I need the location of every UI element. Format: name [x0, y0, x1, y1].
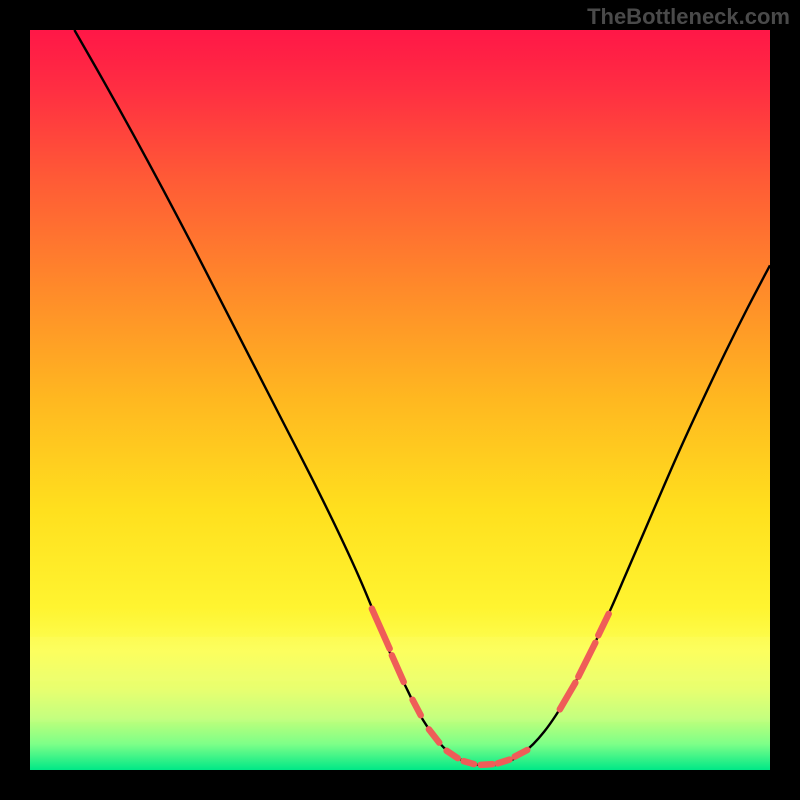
- stage: TheBottleneck.com: [0, 0, 800, 800]
- chart-svg: [0, 0, 800, 800]
- highlight-band-1: [30, 681, 770, 722]
- dash-marker-6: [481, 764, 493, 765]
- watermark-text: TheBottleneck.com: [587, 4, 790, 30]
- dash-marker-7: [498, 760, 510, 764]
- dash-marker-5: [464, 761, 474, 764]
